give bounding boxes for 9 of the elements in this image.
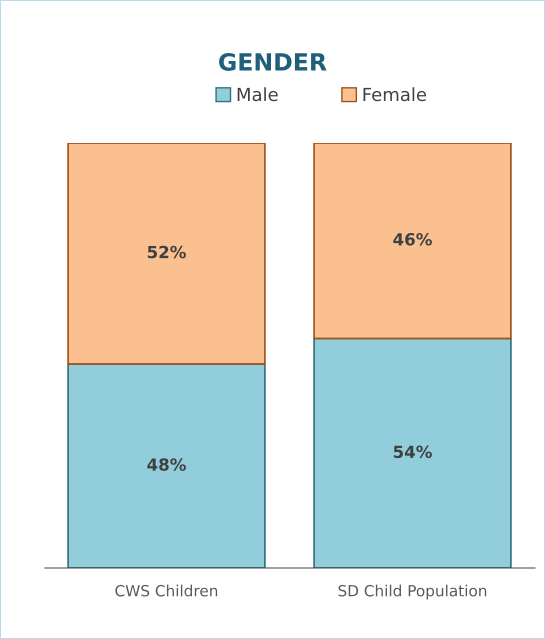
data-label: 48% [147,458,186,471]
chart-title: GENDER [219,52,327,71]
data-label: 54% [394,445,432,458]
data-label: 46% [393,232,432,246]
data-label: 52% [148,246,186,258]
x-tick-label: CWS Children [115,584,218,596]
x-tick-label: SD Child Population [338,584,486,600]
legend-label: Male [238,87,278,102]
legend-label: Female [364,87,426,102]
